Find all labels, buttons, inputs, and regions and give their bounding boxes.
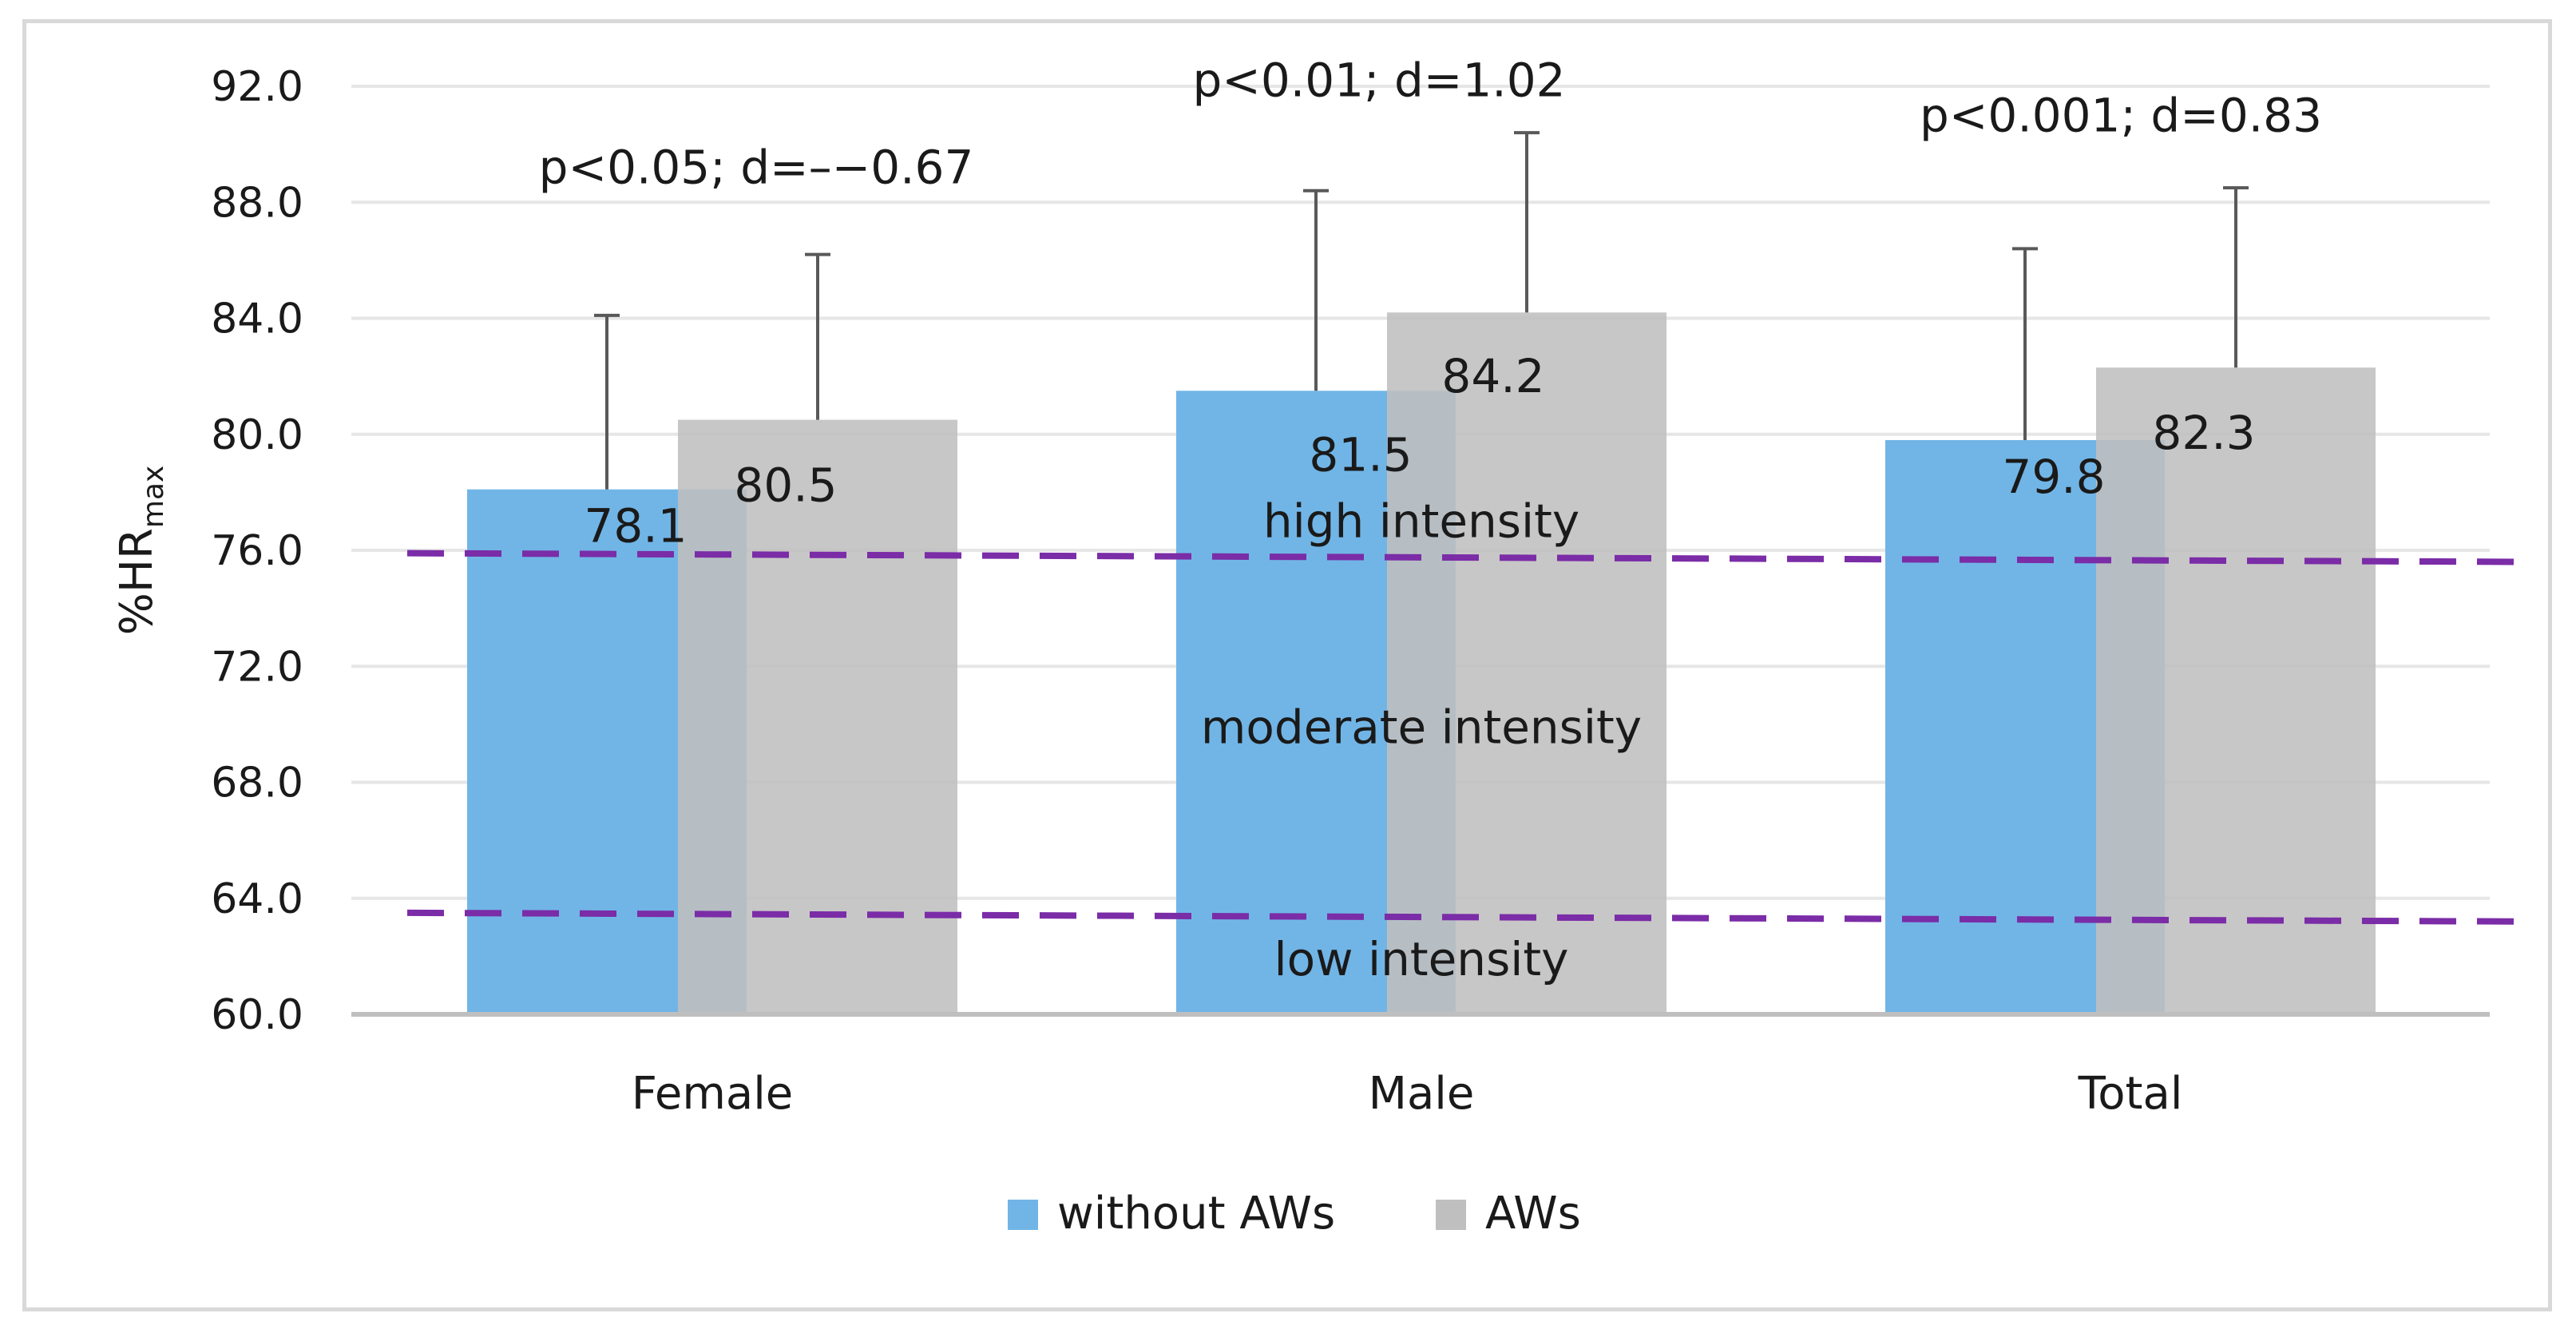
legend-swatch xyxy=(1008,1200,1038,1230)
y-axis-title-main: %HR xyxy=(111,528,163,635)
x-tick-label: Total xyxy=(2078,1068,2183,1120)
significance-annotation: p<0.001; d=0.83 xyxy=(1920,88,2322,142)
y-tick-label: 88.0 xyxy=(211,179,303,227)
y-tick-label: 68.0 xyxy=(211,760,303,807)
y-axis-title: %HRmax xyxy=(111,466,170,636)
y-axis-title-subscript: max xyxy=(137,466,170,528)
data-label: 80.5 xyxy=(734,458,837,513)
x-tick-label: Female xyxy=(632,1068,793,1120)
y-tick-label: 84.0 xyxy=(211,296,303,343)
y-tick-label: 64.0 xyxy=(211,875,303,923)
y-tick-label: 76.0 xyxy=(211,527,303,575)
significance-annotation: p<0.01; d=1.02 xyxy=(1192,54,1565,108)
legend-label: AWs xyxy=(1485,1188,1581,1240)
data-label: 82.3 xyxy=(2152,406,2255,460)
y-tick-label: 60.0 xyxy=(211,991,303,1039)
y-tick-label: 80.0 xyxy=(211,411,303,459)
zone-label: moderate intensity xyxy=(1201,700,1642,755)
y-tick-label: 92.0 xyxy=(211,63,303,111)
legend-label: without AWs xyxy=(1057,1188,1335,1240)
data-label: 78.1 xyxy=(584,499,687,553)
legend-swatch xyxy=(1436,1200,1466,1230)
data-label: 79.8 xyxy=(2002,450,2105,504)
reference-line xyxy=(406,549,2526,565)
significance-annotation: p<0.05; d=–−0.67 xyxy=(539,141,974,195)
bar-2-1 xyxy=(2096,367,2376,1014)
zone-label: low intensity xyxy=(1274,932,1569,986)
reference-line xyxy=(406,909,2526,925)
zone-label: high intensity xyxy=(1263,494,1579,549)
y-tick-label: 72.0 xyxy=(211,643,303,691)
bar-1-1 xyxy=(1387,312,1666,1014)
data-label: 84.2 xyxy=(1441,349,1544,403)
data-label: 81.5 xyxy=(1309,427,1412,482)
x-tick-label: Male xyxy=(1369,1068,1475,1120)
